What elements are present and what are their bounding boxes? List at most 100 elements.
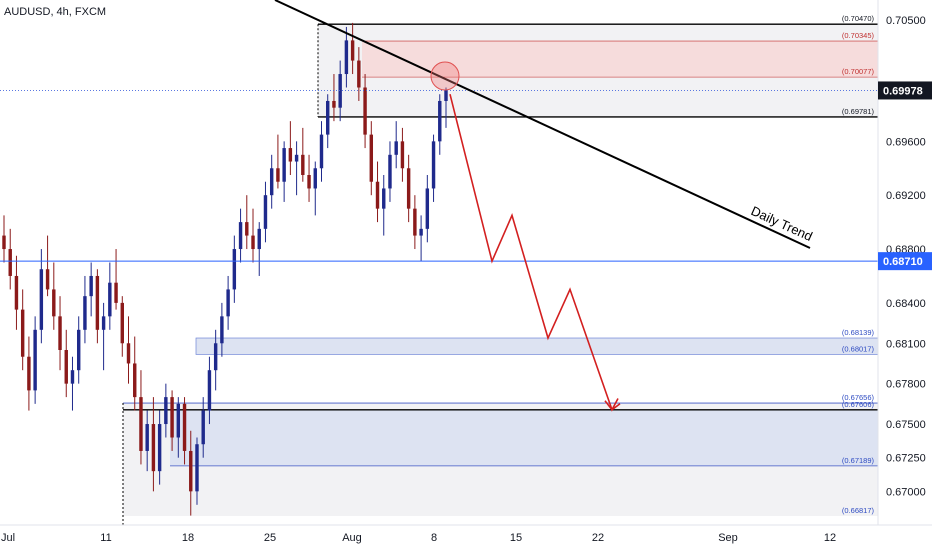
candle-body bbox=[33, 329, 37, 391]
candle bbox=[400, 127, 405, 182]
candle bbox=[338, 60, 342, 122]
y-tick-label: 0.67250 bbox=[886, 453, 926, 465]
candle bbox=[201, 397, 205, 458]
candle-body bbox=[133, 363, 137, 398]
zone-value-label: (0.67656) bbox=[842, 393, 875, 402]
candle bbox=[245, 195, 249, 250]
y-tick-label: 0.68400 bbox=[886, 298, 926, 310]
candle bbox=[182, 397, 187, 465]
candle bbox=[382, 175, 386, 236]
candle-body bbox=[220, 316, 224, 344]
candles-layer bbox=[2, 22, 448, 516]
candle-body bbox=[70, 370, 75, 384]
candle-body bbox=[76, 329, 81, 371]
candle bbox=[319, 121, 324, 182]
candle bbox=[419, 215, 423, 262]
price-tag-label: 0.68710 bbox=[883, 256, 923, 268]
candle bbox=[226, 275, 230, 330]
candle-body bbox=[157, 424, 162, 472]
candle-body bbox=[245, 222, 249, 236]
candle bbox=[307, 154, 311, 202]
candle-body bbox=[319, 134, 324, 169]
x-tick-label: 15 bbox=[510, 532, 522, 544]
rejection-highlight bbox=[430, 61, 460, 91]
candle-body bbox=[413, 208, 417, 236]
candle bbox=[101, 302, 106, 371]
candle-body bbox=[201, 410, 205, 445]
candle bbox=[2, 215, 6, 263]
candle-body bbox=[357, 60, 361, 88]
candle bbox=[89, 262, 93, 317]
candle bbox=[332, 74, 336, 122]
candle bbox=[251, 208, 255, 263]
candle bbox=[294, 141, 299, 196]
candle bbox=[232, 235, 237, 303]
candle bbox=[263, 181, 268, 243]
price-tag-label: 0.69978 bbox=[883, 85, 923, 97]
candle-body bbox=[189, 450, 193, 492]
candle-body bbox=[213, 343, 218, 371]
candle-body bbox=[226, 289, 230, 317]
candle bbox=[14, 255, 19, 330]
candle-body bbox=[8, 249, 12, 276]
candle-body bbox=[431, 141, 436, 189]
candle bbox=[189, 430, 193, 516]
candle-body bbox=[58, 316, 62, 350]
candle bbox=[213, 329, 218, 391]
candle-body bbox=[195, 444, 199, 492]
y-tick-label: 0.69200 bbox=[886, 190, 926, 202]
x-tick-label: Jul bbox=[1, 532, 15, 544]
candle bbox=[282, 141, 286, 202]
candle bbox=[64, 329, 68, 398]
demand-zone-1 bbox=[195, 337, 879, 355]
candle bbox=[176, 397, 181, 458]
projection-arrowhead bbox=[604, 400, 621, 411]
candle bbox=[157, 410, 162, 485]
y-tick-label: 0.70500 bbox=[886, 15, 926, 27]
candle bbox=[276, 134, 280, 189]
candle bbox=[388, 141, 392, 202]
x-tick-label: Sep bbox=[718, 532, 738, 544]
candle bbox=[27, 336, 31, 411]
candle-body bbox=[232, 249, 237, 290]
candle-body bbox=[64, 350, 68, 384]
x-tick-label: 25 bbox=[264, 532, 276, 544]
candle bbox=[120, 296, 124, 357]
demand-zone-2 bbox=[170, 409, 878, 466]
candle bbox=[58, 296, 62, 371]
current-price-tag bbox=[878, 81, 932, 100]
candle-body bbox=[269, 168, 274, 196]
candle bbox=[139, 370, 143, 465]
candle bbox=[52, 262, 56, 330]
candle-body bbox=[126, 343, 131, 364]
candle-body bbox=[344, 40, 349, 75]
candle-body bbox=[288, 148, 293, 162]
candle bbox=[413, 195, 417, 250]
daily-trendline bbox=[274, 0, 811, 249]
candle-body bbox=[14, 275, 19, 310]
candle bbox=[344, 26, 349, 88]
candle bbox=[76, 316, 81, 384]
candle-body bbox=[294, 154, 299, 162]
candle bbox=[83, 275, 87, 344]
candle bbox=[164, 383, 168, 438]
candle bbox=[425, 175, 430, 243]
candle-body bbox=[301, 154, 305, 175]
candle bbox=[269, 154, 274, 209]
x-tick-label: 11 bbox=[100, 532, 111, 544]
y-tick-label: 0.69600 bbox=[886, 136, 926, 148]
x-tick-label: Aug bbox=[342, 532, 362, 544]
candle-body bbox=[438, 100, 442, 142]
candle-body bbox=[39, 269, 44, 330]
candle bbox=[33, 316, 37, 404]
candle-body bbox=[263, 195, 268, 229]
candle-body bbox=[101, 316, 106, 330]
candle-body bbox=[27, 356, 31, 391]
candle bbox=[145, 410, 149, 472]
candle-body bbox=[52, 289, 56, 317]
candle bbox=[357, 47, 361, 101]
zone-value-label: (0.68017) bbox=[842, 344, 875, 353]
candle-body bbox=[369, 134, 374, 182]
